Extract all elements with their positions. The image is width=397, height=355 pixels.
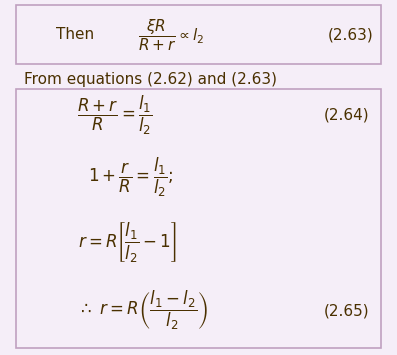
Text: $\dfrac{R+r}{R} = \dfrac{l_1}{l_2}$: $\dfrac{R+r}{R} = \dfrac{l_1}{l_2}$: [77, 94, 153, 137]
Text: $r = R\left[\dfrac{l_1}{l_2} - 1\right]$: $r = R\left[\dfrac{l_1}{l_2} - 1\right]$: [78, 221, 176, 265]
FancyBboxPatch shape: [16, 5, 381, 64]
Text: (2.64): (2.64): [324, 108, 369, 123]
Text: $\dfrac{\xi R}{R+r} \propto l_2$: $\dfrac{\xi R}{R+r} \propto l_2$: [138, 17, 204, 53]
Text: From equations (2.62) and (2.63): From equations (2.62) and (2.63): [24, 72, 277, 87]
Text: (2.63): (2.63): [328, 27, 373, 42]
FancyBboxPatch shape: [16, 89, 381, 348]
Text: Then: Then: [56, 27, 94, 42]
Text: $\therefore\ r = R\left(\dfrac{l_1 - l_2}{l_2}\right)$: $\therefore\ r = R\left(\dfrac{l_1 - l_2…: [77, 289, 208, 332]
Text: (2.65): (2.65): [324, 303, 369, 318]
Text: $1 + \dfrac{r}{R} = \dfrac{l_1}{l_2};$: $1 + \dfrac{r}{R} = \dfrac{l_1}{l_2};$: [88, 156, 174, 199]
